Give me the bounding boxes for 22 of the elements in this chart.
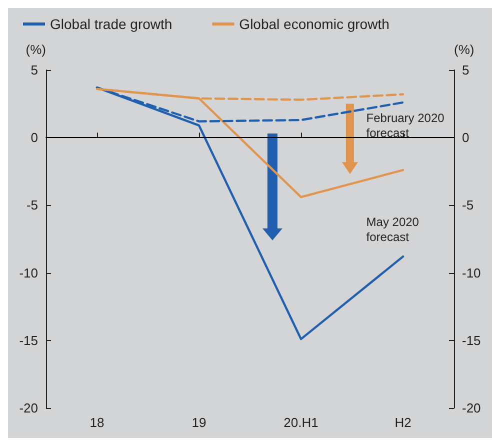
y2-tick-label: -20 [462, 400, 481, 416]
x-tick-label: H2 [394, 415, 412, 430]
x-tick-label: 18 [90, 415, 104, 430]
y2-tick-label: 0 [462, 130, 470, 146]
y-tick-label: -5 [26, 198, 38, 213]
legend-label: Global trade growth [50, 16, 172, 32]
y2-tick-label: 5 [462, 62, 470, 78]
y-axis-title: (%) [26, 42, 46, 57]
annotation: May 2020 forecast [366, 215, 420, 244]
y2-tick-label: -5 [462, 198, 474, 213]
y-tick-label: 0 [30, 130, 38, 146]
y2-axis-title: (%) [454, 42, 474, 57]
y-tick-label: 5 [30, 62, 38, 78]
y-tick-label: -15 [19, 332, 38, 348]
y-tick-label: -10 [19, 265, 38, 280]
y2-tick-label: -10 [462, 265, 481, 280]
legend-label: Global economic growth [239, 16, 390, 32]
annotation: February 2020 forecast [366, 111, 445, 140]
y-tick-label: -20 [19, 400, 38, 416]
x-tick-label: 20.H1 [284, 415, 318, 430]
y2-tick-label: -15 [462, 332, 481, 348]
x-tick-label: 19 [192, 415, 206, 430]
